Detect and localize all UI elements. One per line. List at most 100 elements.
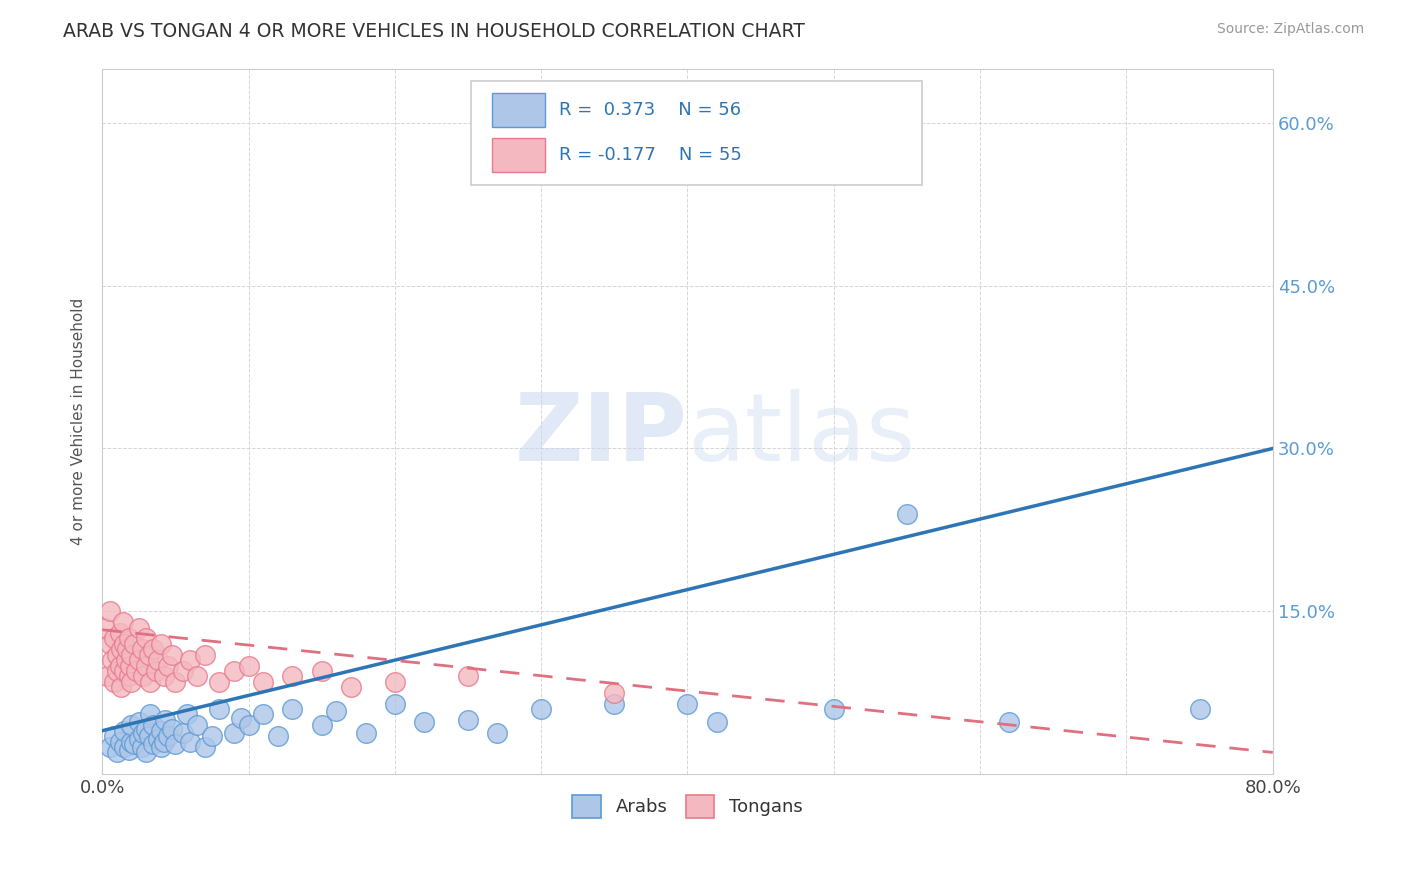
Point (135, 722, 157, 736)
Point (149, 723, 172, 738)
Point (118, 658, 141, 673)
Text: atlas: atlas (688, 390, 915, 482)
Point (325, 704, 347, 718)
Point (135, 746, 157, 760)
Point (281, 702, 304, 716)
Point (125, 664, 148, 678)
Point (823, 702, 845, 716)
Point (194, 739, 217, 754)
Point (121, 718, 143, 732)
Point (142, 737, 165, 751)
Point (208, 674, 231, 689)
Point (142, 642, 165, 657)
Point (162, 722, 184, 736)
Point (139, 707, 162, 722)
Point (112, 739, 135, 754)
Point (110, 642, 132, 657)
Point (114, 653, 136, 667)
Point (128, 714, 150, 729)
Point (162, 648, 184, 662)
Point (208, 702, 231, 716)
Point (157, 729, 180, 743)
Point (128, 653, 150, 667)
Text: ARAB VS TONGAN 4 OR MORE VEHICLES IN HOUSEHOLD CORRELATION CHART: ARAB VS TONGAN 4 OR MORE VEHICLES IN HOU… (63, 22, 806, 41)
Point (145, 664, 167, 678)
Point (105, 746, 128, 760)
Point (176, 707, 198, 722)
Point (311, 718, 333, 732)
Point (98, 739, 121, 754)
Point (413, 714, 436, 729)
Point (194, 648, 217, 662)
Point (179, 653, 201, 667)
Point (112, 723, 135, 738)
Point (94, 621, 117, 635)
Point (112, 637, 135, 651)
Point (457, 713, 479, 727)
Point (132, 669, 155, 683)
Point (117, 632, 139, 646)
Point (252, 707, 274, 722)
Y-axis label: 4 or more Vehicles in Household: 4 or more Vehicles in Household (72, 298, 86, 545)
Point (384, 674, 406, 689)
Point (238, 718, 260, 732)
Point (340, 680, 363, 694)
Point (135, 658, 157, 673)
Point (103, 674, 125, 689)
Legend: Arabs, Tongans: Arabs, Tongans (565, 788, 810, 825)
Point (112, 664, 135, 678)
Point (186, 718, 208, 732)
Point (157, 658, 180, 673)
Point (101, 653, 124, 667)
Point (1188, 702, 1211, 716)
Point (121, 648, 143, 662)
Point (165, 674, 187, 689)
Point (179, 734, 201, 748)
Point (165, 737, 187, 751)
Point (124, 637, 146, 651)
Point (146, 653, 169, 667)
Point (131, 739, 153, 754)
Point (138, 648, 160, 662)
Point (108, 626, 131, 640)
Point (135, 632, 157, 646)
Point (222, 664, 245, 678)
Point (117, 743, 139, 757)
Point (603, 697, 626, 711)
Point (142, 718, 165, 732)
Point (152, 669, 174, 683)
Point (676, 697, 699, 711)
Point (252, 674, 274, 689)
Point (231, 711, 253, 725)
Point (152, 734, 174, 748)
Point (896, 507, 918, 521)
Point (110, 680, 132, 694)
Point (172, 726, 194, 740)
Point (354, 726, 377, 740)
Point (108, 734, 131, 748)
FancyBboxPatch shape (492, 138, 544, 172)
Point (124, 737, 146, 751)
Point (238, 658, 260, 673)
Point (457, 669, 479, 683)
Point (384, 697, 406, 711)
Text: R = -0.177    N = 55: R = -0.177 N = 55 (558, 146, 741, 164)
Point (121, 674, 143, 689)
Point (128, 732, 150, 747)
Point (103, 632, 125, 646)
Point (98, 637, 121, 651)
Point (131, 642, 153, 657)
Point (115, 642, 138, 657)
Point (222, 726, 245, 740)
Point (186, 669, 208, 683)
Point (153, 713, 176, 727)
Text: R =  0.373    N = 56: R = 0.373 N = 56 (558, 101, 741, 120)
FancyBboxPatch shape (492, 94, 544, 127)
Text: Source: ZipAtlas.com: Source: ZipAtlas.com (1216, 22, 1364, 37)
Point (111, 615, 134, 629)
Point (998, 714, 1021, 729)
Point (530, 702, 553, 716)
Point (138, 729, 160, 743)
Point (149, 739, 172, 754)
Point (146, 732, 169, 747)
